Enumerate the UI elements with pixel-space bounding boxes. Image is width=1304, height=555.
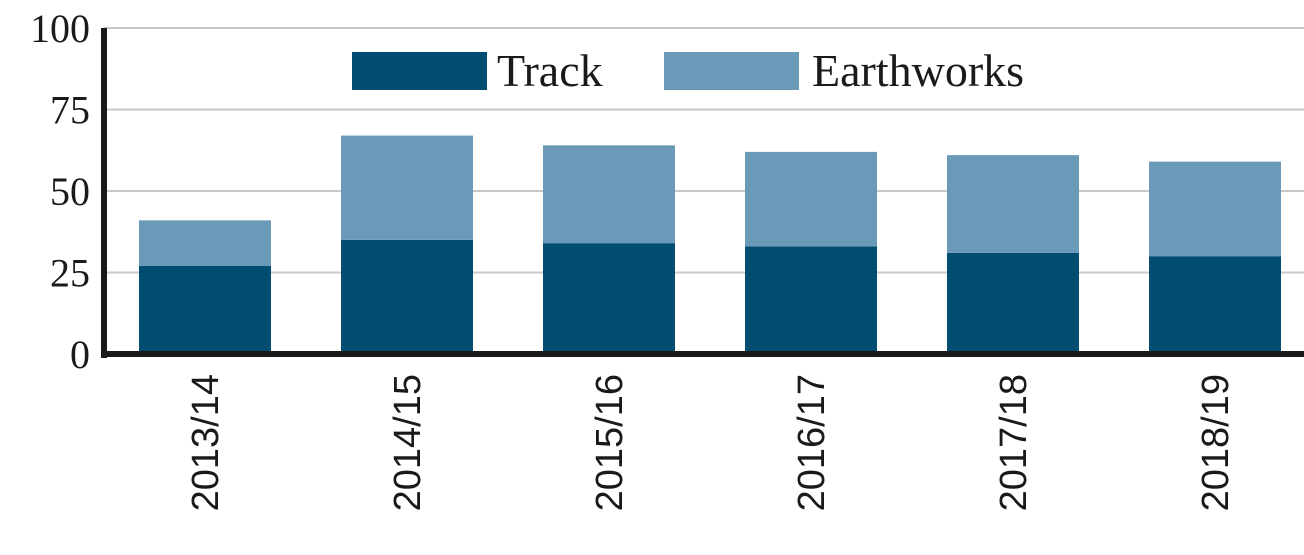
bar-track-2013-14 xyxy=(139,265,271,354)
bar-earthworks-2016-17 xyxy=(745,151,877,247)
y-tick-label: 0 xyxy=(70,332,90,377)
x-axis-ticks: 2013/14 2014/15 2015/16 2016/17 2017/18 2018/… xyxy=(185,374,1237,511)
bar-track-2015-16 xyxy=(543,243,675,354)
legend-label-track: Track xyxy=(497,45,603,96)
bar-earthworks-2015-16 xyxy=(543,145,675,244)
x-tick-label: 2013/14 xyxy=(185,374,227,511)
bar-track-2016-17 xyxy=(745,246,877,354)
y-tick-label: 75 xyxy=(50,88,90,133)
legend-item-earthworks: Earthworks xyxy=(664,45,1024,96)
bar-earthworks-2018-19 xyxy=(1149,161,1281,257)
x-tick-label: 2016/17 xyxy=(791,374,833,511)
gridlines xyxy=(104,27,1304,274)
bar-track-2014-15 xyxy=(341,239,473,354)
bar-track-2017-18 xyxy=(947,252,1079,354)
bar-track-2018-19 xyxy=(1149,256,1281,354)
x-tick-label: 2014/15 xyxy=(387,374,429,511)
bars xyxy=(139,135,1281,354)
axes xyxy=(101,28,1304,358)
y-tick-label: 25 xyxy=(50,251,90,296)
legend-label-earthworks: Earthworks xyxy=(812,45,1024,96)
x-tick-label: 2018/19 xyxy=(1195,374,1237,511)
bar-earthworks-2013-14 xyxy=(139,220,271,266)
legend-swatch-track xyxy=(352,52,487,90)
y-tick-label: 50 xyxy=(50,169,90,214)
bar-earthworks-2014-15 xyxy=(341,135,473,240)
legend: Track Earthworks xyxy=(352,45,1024,96)
legend-swatch-earthworks xyxy=(664,52,799,90)
y-axis-ticks: 0 25 50 75 100 xyxy=(30,6,90,377)
x-tick-label: 2015/16 xyxy=(589,374,631,511)
bar-earthworks-2017-18 xyxy=(947,155,1079,253)
y-tick-label: 100 xyxy=(30,6,90,51)
x-tick-label: 2017/18 xyxy=(993,374,1035,511)
legend-item-track: Track xyxy=(352,45,603,96)
